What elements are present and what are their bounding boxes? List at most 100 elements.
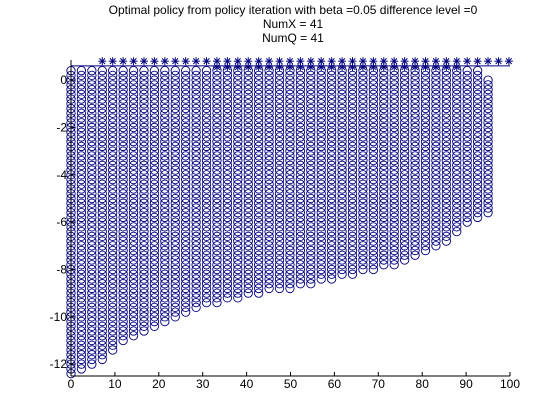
- circle-marker: [201, 174, 212, 185]
- circle-marker: [108, 155, 118, 166]
- circle-marker: [170, 155, 180, 166]
- circle-marker: [160, 118, 170, 128]
- circle-marker: [97, 137, 107, 147]
- circle-marker: [243, 203, 253, 213]
- circle-marker: [201, 255, 212, 265]
- chart-title-line-1: Optimal policy from policy iteration wit…: [109, 3, 478, 17]
- circle-marker: [201, 80, 212, 90]
- circle-marker: [452, 70, 462, 81]
- circle-marker: [170, 297, 180, 308]
- circle-marker: [108, 345, 118, 355]
- circle-marker: [97, 260, 107, 270]
- circle-marker: [87, 84, 97, 95]
- circle-marker: [306, 165, 316, 175]
- circle-marker: [243, 283, 253, 294]
- asterisk-stroke: [422, 63, 429, 71]
- circle-marker: [139, 146, 149, 156]
- circle-marker: [483, 108, 493, 118]
- circle-marker: [97, 189, 107, 199]
- circle-marker: [212, 217, 222, 227]
- circle-marker: [233, 151, 243, 161]
- circle-marker: [358, 264, 368, 275]
- circle-marker: [139, 241, 149, 251]
- circle-marker: [285, 208, 295, 218]
- circle-marker: [358, 146, 368, 156]
- circle-marker: [170, 160, 180, 170]
- circle-marker: [76, 279, 87, 289]
- circle-marker: [97, 241, 107, 251]
- circle-marker: [181, 84, 191, 95]
- circle-marker: [420, 132, 431, 142]
- circle-marker: [212, 103, 222, 114]
- circle-marker: [170, 122, 180, 133]
- circle-marker: [337, 146, 347, 156]
- asterisk-stroke: [391, 63, 398, 71]
- circle-marker: [128, 174, 139, 185]
- circle-marker: [170, 99, 180, 109]
- circle-marker: [243, 245, 253, 256]
- asterisk-stroke: [391, 58, 398, 65]
- circle-marker: [274, 137, 285, 147]
- circle-marker: [76, 236, 87, 246]
- circle-marker: [108, 184, 118, 194]
- circle-marker: [201, 297, 212, 308]
- circle-marker: [212, 94, 222, 104]
- circle-marker: [368, 217, 379, 227]
- circle-marker: [160, 264, 170, 275]
- circle-marker: [212, 245, 222, 256]
- circle-marker: [222, 174, 233, 185]
- circle-marker: [327, 127, 337, 137]
- circle-marker: [306, 94, 316, 104]
- circle-marker: [368, 137, 379, 147]
- circle-marker: [97, 127, 107, 137]
- circle-marker: [379, 80, 389, 90]
- circle-marker: [191, 212, 201, 223]
- circle-marker: [274, 108, 285, 118]
- circle-marker: [170, 108, 180, 118]
- circle-marker: [274, 146, 285, 156]
- circle-marker: [452, 155, 462, 166]
- circle-marker: [108, 151, 118, 161]
- circle-marker: [181, 132, 191, 142]
- circle-marker: [452, 208, 462, 218]
- circle-marker: [149, 297, 160, 308]
- circle-marker: [327, 103, 337, 114]
- circle-marker: [316, 151, 326, 161]
- circle-marker: [285, 103, 295, 114]
- circle-marker: [431, 75, 441, 85]
- circle-marker: [452, 212, 462, 223]
- circle-marker: [139, 189, 149, 199]
- circle-marker: [118, 99, 128, 109]
- circle-marker: [441, 108, 451, 118]
- circle-marker: [399, 255, 410, 265]
- circle-marker: [264, 155, 274, 166]
- circle-marker: [295, 193, 306, 204]
- circle-marker: [108, 288, 118, 298]
- circle-marker: [108, 89, 118, 99]
- circle-marker: [431, 80, 441, 90]
- circle-marker: [76, 354, 87, 365]
- asterisk-marker: [265, 63, 274, 72]
- circle-marker: [285, 141, 295, 152]
- circle-marker: [264, 99, 274, 109]
- circle-marker: [327, 179, 337, 189]
- circle-marker: [97, 283, 107, 294]
- circle-marker: [472, 151, 483, 161]
- circle-marker: [160, 113, 170, 123]
- circle-marker: [87, 118, 97, 128]
- circle-marker: [233, 165, 243, 175]
- circle-marker: [472, 94, 483, 104]
- circle-marker: [139, 326, 149, 336]
- circle-marker: [264, 241, 274, 251]
- circle-marker: [368, 146, 379, 156]
- circle-marker: [87, 350, 97, 360]
- circle-marker: [483, 174, 493, 185]
- circle-marker: [462, 212, 472, 223]
- circle-marker: [160, 66, 170, 76]
- circle-marker: [118, 75, 128, 85]
- circle-marker: [274, 184, 285, 194]
- circle-marker: [118, 165, 128, 175]
- circle-marker: [368, 118, 379, 128]
- circle-marker: [285, 84, 295, 95]
- circle-marker: [368, 226, 379, 237]
